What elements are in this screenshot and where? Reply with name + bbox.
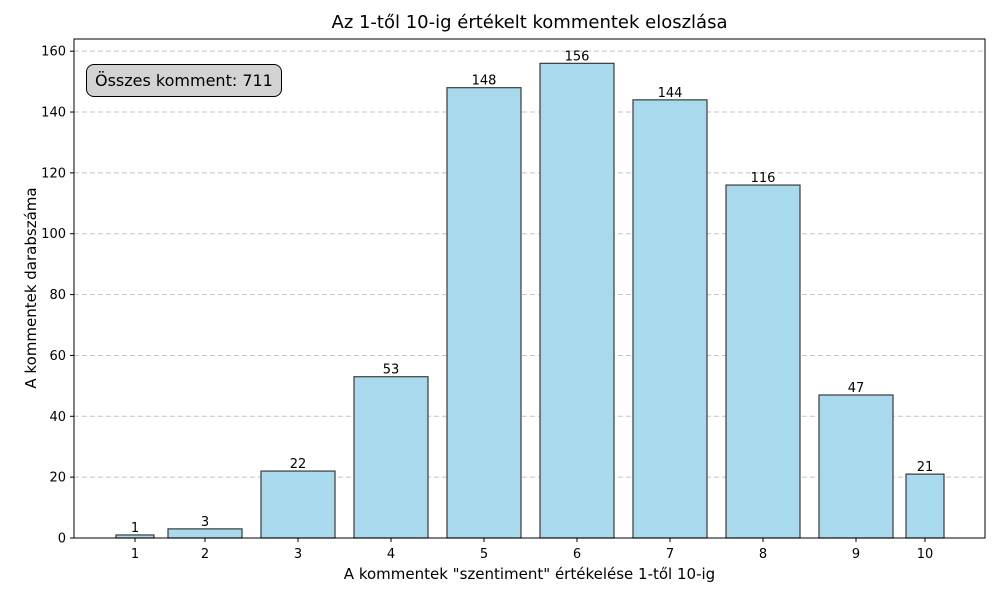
y-axis-label: A kommentek darabszáma [22, 187, 40, 389]
bar-value-label: 47 [848, 381, 865, 396]
y-tick-label: 60 [49, 349, 66, 364]
bar-5 [446, 87, 522, 539]
y-tick-label: 100 [41, 227, 66, 242]
bar-value-label: 22 [290, 457, 307, 472]
bar-2 [167, 528, 243, 539]
bar-value-label: 116 [751, 171, 776, 186]
y-tick-label: 140 [41, 106, 66, 121]
x-tick-label: 1 [131, 547, 139, 562]
x-tick-label: 7 [666, 547, 674, 562]
x-tick-label: 10 [917, 547, 934, 562]
bar-9 [818, 394, 894, 539]
y-tick-label: 0 [58, 532, 66, 547]
bar-7 [632, 99, 708, 539]
total-comments-annotation: Összes komment: 711 [86, 64, 282, 97]
y-tick-label: 160 [41, 45, 66, 60]
y-tick-label: 40 [49, 410, 66, 425]
x-axis-label: A kommentek "szentiment" értékelése 1-tő… [343, 565, 716, 583]
bar-value-label: 1 [131, 521, 139, 536]
y-tick-label: 120 [41, 166, 66, 181]
plot-frame [73, 38, 986, 539]
bar-6 [539, 62, 615, 539]
bar-8 [725, 184, 801, 539]
bar-value-label: 21 [917, 460, 934, 475]
x-tick-label: 9 [852, 547, 860, 562]
y-tick-label: 20 [49, 471, 66, 486]
bar-value-label: 53 [383, 363, 400, 378]
bar-value-label: 156 [565, 49, 590, 64]
y-tick-label: 80 [49, 288, 66, 303]
bar-3 [260, 470, 336, 539]
x-tick-label: 6 [573, 547, 581, 562]
x-tick-label: 5 [480, 547, 488, 562]
bar-value-label: 148 [472, 74, 497, 89]
bar-4 [353, 376, 429, 539]
x-tick-label: 3 [294, 547, 302, 562]
chart-title: Az 1-től 10-ig értékelt kommentek eloszl… [331, 12, 728, 33]
bar-value-label: 3 [201, 515, 209, 530]
x-tick-label: 4 [387, 547, 395, 562]
bar-value-label: 144 [658, 86, 683, 101]
x-tick-label: 2 [201, 547, 209, 562]
bar-10 [905, 473, 945, 539]
x-tick-label: 8 [759, 547, 767, 562]
